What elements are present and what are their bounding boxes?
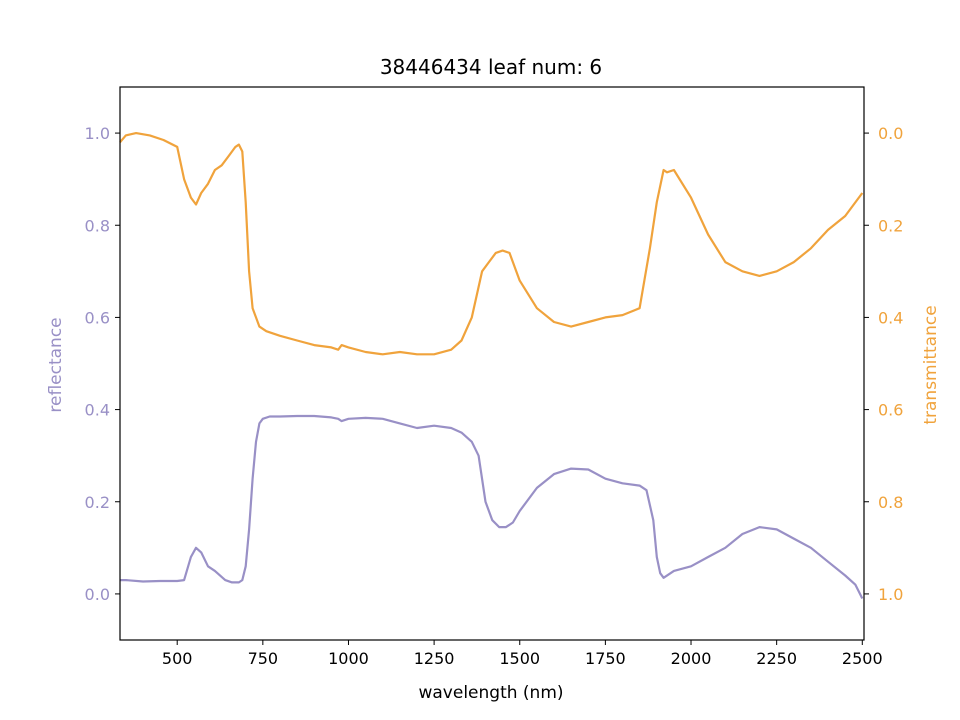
x-tick-label: 1750 [585,649,626,668]
y-left-tick-label: 1.0 [85,124,110,143]
x-tick-label: 1250 [414,649,455,668]
x-tick-label: 750 [248,649,279,668]
y-left-tick-label: 0.0 [85,585,110,604]
y-right-tick-label: 0.0 [878,124,903,143]
y-right-tick-label: 0.6 [878,401,903,420]
plot-frame [119,86,865,641]
x-tick-label: 2500 [842,649,883,668]
y-right-tick-label: 0.4 [878,308,903,327]
y-right-tick-label: 0.2 [878,216,903,235]
y-left-axis-label: reflectance [46,317,66,412]
x-tick-label: 2250 [756,649,797,668]
x-tick-label: 2000 [671,649,712,668]
chart-title: 38446434 leaf num: 6 [380,55,602,79]
y-left-tick-label: 0.8 [85,216,110,235]
y-left-axis-ticks: 0.0 0.2 0.4 0.6 0.8 1.0 [85,124,120,604]
reflectance-series-line [120,414,864,599]
y-right-tick-label: 1.0 [878,585,903,604]
plot-area [119,132,864,599]
x-tick-label: 500 [162,649,193,668]
transmittance-series-line [119,132,864,356]
y-left-tick-label: 0.6 [85,308,110,327]
x-tick-label: 1500 [499,649,540,668]
y-right-axis-label: transmittance [921,305,941,424]
y-right-tick-label: 0.8 [878,493,903,512]
x-tick-label: 1000 [328,649,369,668]
y-left-tick-label: 0.2 [85,493,110,512]
x-axis-ticks: 500 750 1000 1250 1500 1750 2000 2250 2500 [162,640,883,668]
y-right-axis-ticks: 0.0 0.2 0.4 0.6 0.8 1.0 [864,124,903,604]
y-left-tick-label: 0.4 [85,401,110,420]
x-axis-label: wavelength (nm) [418,683,563,703]
